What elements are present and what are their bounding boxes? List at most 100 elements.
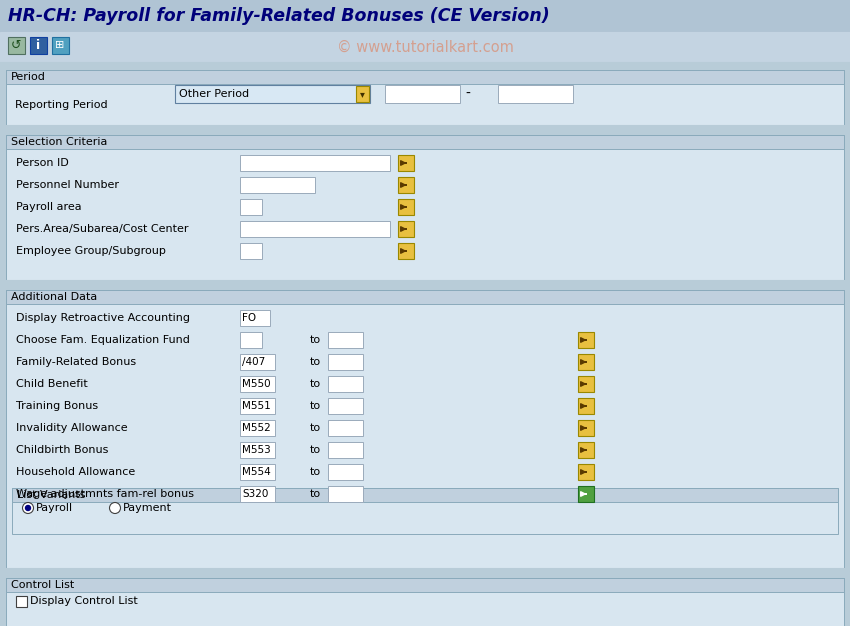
Bar: [578, 332, 594, 348]
Text: Wage adjustmnts fam-rel bonus: Wage adjustmnts fam-rel bonus: [16, 489, 194, 499]
Bar: [12, 488, 838, 534]
Text: Training Bonus: Training Bonus: [16, 401, 98, 411]
Bar: [328, 376, 363, 392]
Text: M554: M554: [242, 467, 271, 477]
Bar: [240, 376, 275, 392]
Bar: [240, 243, 262, 259]
Text: Person ID: Person ID: [16, 158, 69, 168]
Text: -: -: [465, 87, 470, 101]
Bar: [0, 32, 850, 62]
Text: Control List: Control List: [11, 580, 74, 590]
Text: Period: Period: [11, 72, 46, 82]
Bar: [0, 568, 850, 578]
Text: M550: M550: [242, 379, 270, 389]
Bar: [240, 221, 390, 237]
Circle shape: [26, 506, 31, 510]
Circle shape: [22, 503, 33, 513]
Bar: [6, 135, 844, 280]
Bar: [0, 62, 850, 70]
Text: Selection Criteria: Selection Criteria: [11, 137, 107, 147]
Text: Childbirth Bonus: Childbirth Bonus: [16, 445, 109, 455]
Bar: [240, 442, 275, 458]
Text: Reporting Period: Reporting Period: [15, 100, 108, 110]
Text: M553: M553: [242, 445, 271, 455]
Bar: [240, 420, 275, 436]
Bar: [356, 86, 369, 102]
Text: © www.tutorialkart.com: © www.tutorialkart.com: [337, 39, 513, 54]
Text: Display Retroactive Accounting: Display Retroactive Accounting: [16, 313, 190, 323]
Text: Household Allowance: Household Allowance: [16, 467, 135, 477]
Bar: [328, 464, 363, 480]
Bar: [240, 354, 275, 370]
Bar: [240, 464, 275, 480]
Bar: [240, 398, 275, 414]
Text: Personnel Number: Personnel Number: [16, 180, 119, 190]
Text: to: to: [310, 467, 321, 477]
Bar: [240, 199, 262, 215]
Bar: [328, 332, 363, 348]
Bar: [16, 596, 27, 607]
Bar: [240, 155, 390, 171]
Bar: [398, 155, 414, 171]
Bar: [0, 280, 850, 290]
Text: to: to: [310, 335, 321, 345]
Bar: [240, 177, 315, 193]
Text: to: to: [310, 489, 321, 499]
Bar: [328, 420, 363, 436]
Text: to: to: [310, 445, 321, 455]
Text: Family-Related Bonus: Family-Related Bonus: [16, 357, 136, 367]
Bar: [30, 37, 47, 54]
Text: to: to: [310, 401, 321, 411]
Bar: [6, 70, 844, 125]
Circle shape: [110, 503, 121, 513]
Bar: [6, 290, 844, 304]
Bar: [8, 37, 25, 54]
Bar: [328, 354, 363, 370]
Bar: [6, 70, 844, 84]
Bar: [398, 177, 414, 193]
Text: Payroll area: Payroll area: [16, 202, 82, 212]
Bar: [6, 290, 844, 568]
Bar: [578, 398, 594, 414]
Text: /407: /407: [242, 357, 265, 367]
Bar: [398, 199, 414, 215]
Text: List Variants: List Variants: [17, 490, 86, 500]
Bar: [6, 135, 844, 149]
Text: HR-CH: Payroll for Family-Related Bonuses (CE Version): HR-CH: Payroll for Family-Related Bonuse…: [8, 7, 550, 25]
Text: i: i: [36, 39, 40, 52]
Bar: [578, 354, 594, 370]
Text: Payment: Payment: [123, 503, 172, 513]
Bar: [398, 221, 414, 237]
Text: to: to: [310, 423, 321, 433]
Bar: [12, 488, 838, 502]
Bar: [240, 310, 270, 326]
Bar: [6, 578, 844, 592]
Text: M552: M552: [242, 423, 271, 433]
Text: Additional Data: Additional Data: [11, 292, 97, 302]
Bar: [398, 243, 414, 259]
Bar: [328, 398, 363, 414]
Text: Child Benefit: Child Benefit: [16, 379, 88, 389]
Text: Other Period: Other Period: [179, 89, 249, 99]
Bar: [498, 85, 573, 103]
Text: Pers.Area/Subarea/Cost Center: Pers.Area/Subarea/Cost Center: [16, 224, 189, 234]
Bar: [578, 442, 594, 458]
Bar: [328, 442, 363, 458]
Bar: [578, 486, 594, 502]
Text: FO: FO: [242, 313, 256, 323]
Bar: [578, 376, 594, 392]
Text: ▾: ▾: [360, 89, 365, 99]
Bar: [6, 578, 844, 626]
Text: M551: M551: [242, 401, 271, 411]
Bar: [578, 464, 594, 480]
Bar: [328, 486, 363, 502]
Text: Choose Fam. Equalization Fund: Choose Fam. Equalization Fund: [16, 335, 190, 345]
Bar: [175, 85, 370, 103]
Text: ↺: ↺: [11, 39, 21, 52]
Text: Display Control List: Display Control List: [30, 597, 138, 607]
Bar: [240, 486, 275, 502]
Text: to: to: [310, 357, 321, 367]
Bar: [385, 85, 460, 103]
Text: Employee Group/Subgroup: Employee Group/Subgroup: [16, 246, 166, 256]
Bar: [578, 420, 594, 436]
